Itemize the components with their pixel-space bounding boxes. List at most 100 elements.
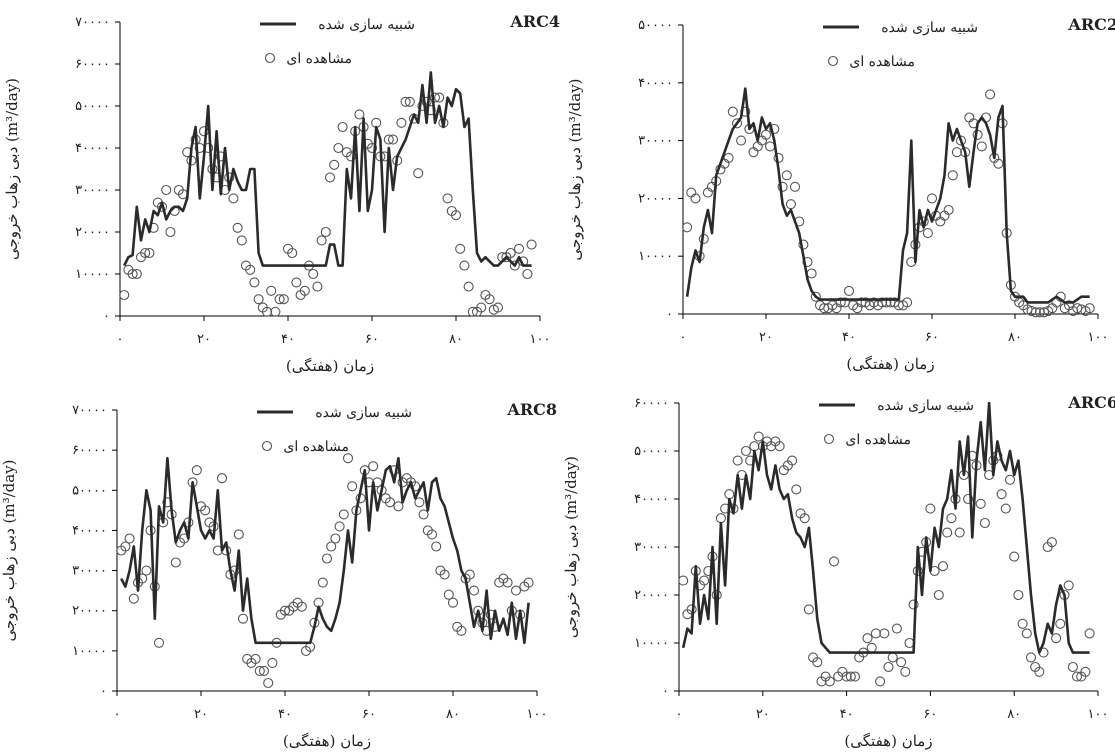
observed-point	[200, 505, 211, 516]
observed-point	[232, 222, 243, 233]
y-tick-label: ۷۰۰۰۰	[72, 403, 107, 418]
y-tick-label: ۲۰۰۰۰	[634, 588, 669, 603]
observed-point	[393, 501, 404, 512]
observed-point	[429, 92, 441, 103]
observed-point	[870, 628, 881, 639]
observed-point	[347, 481, 358, 492]
observed-point	[236, 235, 247, 246]
observed-point	[400, 96, 411, 107]
observed-point	[413, 168, 424, 179]
observed-point	[1084, 303, 1095, 314]
observed-point	[258, 665, 270, 676]
legend-obs-label: مشاهده ای	[845, 432, 911, 448]
observed-point	[455, 243, 466, 254]
observed-point	[299, 285, 310, 296]
x-tick-label: ۲۰	[756, 707, 770, 722]
x-tick-label: ۶۰	[365, 332, 379, 347]
observed-point	[128, 593, 139, 604]
observed-point	[799, 513, 810, 524]
observed-point	[131, 268, 142, 280]
observed-point	[1055, 618, 1066, 629]
observed-point	[170, 557, 181, 568]
y-tick-label: ۳۰۰۰۰	[75, 183, 110, 198]
legend-sim-label: شبیه سازی شده	[315, 405, 412, 421]
observed-point	[902, 297, 913, 308]
x-tick-label: ۴۰	[840, 707, 854, 722]
observed-point	[342, 453, 354, 464]
observed-point	[975, 498, 986, 509]
observed-point	[789, 181, 801, 192]
simulated-series-line	[120, 456, 530, 645]
y-tick-label: ۶۰۰۰۰	[634, 396, 669, 411]
observed-point	[1017, 618, 1028, 629]
y-tick-label: ۵۰۰۰۰	[638, 18, 673, 33]
observed-point	[502, 577, 513, 588]
observed-point	[791, 484, 802, 495]
x-tick-label: ۱۰۰	[1088, 707, 1109, 722]
observed-point	[330, 533, 341, 544]
observed-point	[296, 601, 307, 612]
legend-obs-swatch	[823, 433, 835, 445]
chart-arc8: ۰ ۱۰۰۰۰ ۲۰۰۰۰ ۳۰۰۰۰ ۴۰۰۰۰ ۵۰۰۰۰ ۶۰۰۰۰ ۷۰۰۰۰ ۰ ۲۰ ۴…	[0, 400, 557, 750]
y-tick-label: ۷۰۰۰۰	[75, 15, 110, 30]
observed-point	[418, 509, 429, 520]
observed-point	[781, 170, 792, 181]
x-axis-label: زمان (هفتگی)	[846, 355, 934, 373]
observed-point	[1038, 307, 1050, 318]
observed-point	[887, 652, 898, 663]
observed-point	[431, 541, 442, 552]
chart-arc6: ۰ ۱۰۰۰۰ ۲۰۰۰۰ ۳۰۰۰۰ ۴۰۰۰۰ ۵۰۰۰۰ ۶۰۰۰۰ ۰ ۲۰ ۴۰ ۶۰ ۸۰…	[562, 393, 1115, 750]
y-axis-label: دبی زهاب خروجی (m³/day)	[0, 459, 18, 641]
y-tick-label: ۱۰۰۰۰	[634, 636, 669, 651]
legend-obs-swatch	[261, 440, 273, 452]
x-tick-label: ۶۰	[362, 707, 376, 722]
x-axis-label: زمان (هفتگی)	[844, 732, 932, 750]
observed-point	[326, 541, 337, 552]
y-tick-label: ۳۰۰۰۰	[638, 134, 673, 149]
observed-point	[287, 247, 298, 259]
observed-point	[963, 493, 974, 505]
x-tick-label: ۲۰	[759, 330, 773, 345]
observed-point	[699, 575, 710, 586]
observed-point	[127, 268, 138, 280]
observed-point	[943, 204, 954, 216]
observed-point	[216, 473, 228, 484]
observed-point	[270, 306, 281, 317]
observed-point	[1004, 474, 1016, 485]
observed-point	[787, 455, 798, 466]
observed-point	[484, 294, 495, 305]
legend-obs-swatch	[827, 55, 839, 67]
observed-point	[410, 481, 421, 492]
observed-point	[976, 141, 987, 152]
observed-point	[263, 677, 274, 689]
y-tick-label: ۰	[662, 684, 669, 699]
observed-point	[1051, 633, 1062, 644]
observed-point	[1063, 580, 1074, 591]
observed-point	[144, 247, 155, 259]
observed-point	[505, 247, 516, 259]
observed-point	[1030, 307, 1041, 318]
observed-point	[769, 123, 780, 135]
observed-point	[802, 256, 813, 268]
observed-point	[464, 569, 475, 580]
observed-point	[951, 147, 962, 158]
x-tick-label: ۸۰	[446, 707, 460, 722]
chart-title: ARC8	[506, 400, 557, 419]
observed-point	[736, 135, 747, 146]
x-tick-label: ۱۰۰	[530, 332, 551, 347]
observed-point	[881, 297, 892, 308]
y-tick-label: ۳۰۰۰۰	[72, 564, 107, 579]
y-tick-label: ۶۰۰۰۰	[72, 443, 107, 458]
y-tick-label: ۵۰۰۰۰	[75, 99, 110, 114]
observed-point	[191, 465, 202, 476]
x-tick-label: ۴۰	[278, 707, 292, 722]
observed-point	[492, 302, 504, 313]
chart-arc4: ۰ ۱۰۰۰۰ ۲۰۰۰۰ ۳۰۰۰۰ ۴۰۰۰۰ ۵۰۰۰۰ ۶۰۰۰۰ ۷۰۰۰۰ ۰ ۲۰ ۴…	[3, 12, 560, 375]
observed-point	[1009, 551, 1020, 562]
observed-point	[404, 96, 415, 107]
x-tick-label: ۸۰	[449, 332, 463, 347]
observed-point	[843, 285, 855, 296]
observed-point	[862, 633, 873, 644]
observed-point	[922, 228, 933, 239]
